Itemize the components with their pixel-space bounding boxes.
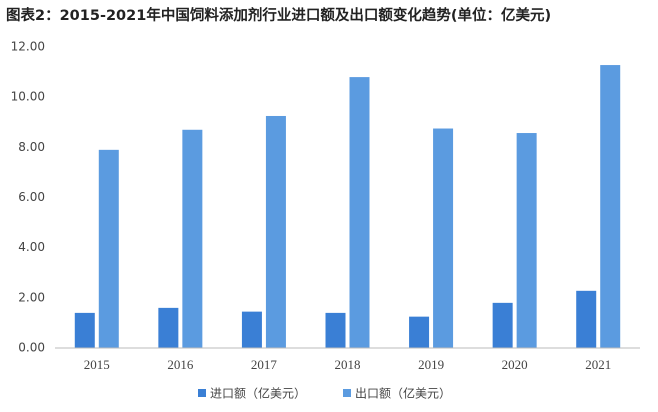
bar xyxy=(516,133,537,348)
y-tick-label: 2.00 xyxy=(18,290,45,304)
y-tick-label: 12.00 xyxy=(11,40,45,54)
bar xyxy=(492,302,513,348)
legend-swatch xyxy=(343,389,351,397)
bar xyxy=(265,115,286,349)
bar xyxy=(158,307,179,348)
y-tick-label: 10.00 xyxy=(11,90,45,104)
bar xyxy=(74,312,95,348)
x-tick-label: 2020 xyxy=(502,357,528,372)
bar xyxy=(182,129,203,348)
x-tick-label: 2019 xyxy=(418,357,444,372)
x-tick-label: 2017 xyxy=(251,357,278,372)
legend-label: 进口额（亿美元） xyxy=(210,386,306,401)
chart-title: 图表2：2015-2021年中国饲料添加剂行业进口额及出口额变化趋势(单位：亿美… xyxy=(6,6,551,24)
y-tick-label: 4.00 xyxy=(18,240,45,254)
bar xyxy=(241,311,262,348)
x-tick-label: 2018 xyxy=(335,357,361,372)
y-tick-label: 6.00 xyxy=(18,190,45,204)
bar xyxy=(600,65,621,348)
x-tick-label: 2015 xyxy=(84,357,110,372)
bar xyxy=(349,77,370,348)
x-tick-label: 2021 xyxy=(585,357,611,372)
legend-label: 出口额（亿美元） xyxy=(355,386,451,401)
bar xyxy=(98,149,119,348)
y-tick-label: 8.00 xyxy=(18,140,45,154)
legend-swatch xyxy=(198,389,206,397)
x-tick-label: 2016 xyxy=(167,357,194,372)
bar xyxy=(409,316,430,348)
bar xyxy=(433,128,454,348)
y-tick-label: 0.00 xyxy=(18,341,45,355)
bar xyxy=(325,312,346,348)
bar xyxy=(576,290,597,348)
